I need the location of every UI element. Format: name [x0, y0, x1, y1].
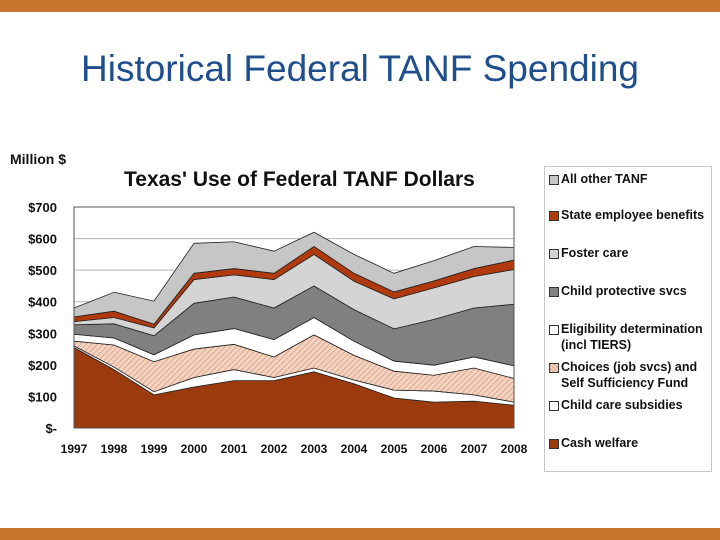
legend-swatch	[549, 287, 559, 297]
legend-swatch	[549, 211, 559, 221]
legend-swatch	[549, 363, 559, 373]
legend-label: Child care subsidies	[561, 398, 683, 412]
x-tick-label: 2007	[461, 442, 488, 456]
plot-frame	[73, 206, 515, 429]
x-tick-label: 2008	[501, 442, 528, 456]
x-tick-label: 2006	[421, 442, 448, 456]
y-tick-label: $700	[28, 200, 57, 215]
legend-label: Choices (job svcs) and Self Sufficiency …	[561, 360, 698, 390]
y-tick-label: $200	[28, 358, 57, 373]
legend-label: Foster care	[561, 246, 629, 260]
legend-swatch	[549, 325, 559, 335]
top-accent-bar	[0, 0, 720, 12]
y-tick-label: $500	[28, 263, 57, 278]
legend-swatch	[549, 439, 559, 449]
x-tick-label: 2000	[181, 442, 208, 456]
x-tick-label: 2003	[301, 442, 328, 456]
legend-label: State employee benefits	[561, 208, 705, 222]
legend-swatch	[549, 249, 559, 259]
bottom-accent-bar	[0, 528, 720, 540]
x-tick-label: 1998	[101, 442, 128, 456]
y-tick-label: $600	[28, 232, 57, 247]
x-tick-label: 2002	[261, 442, 288, 456]
x-tick-label: 2005	[381, 442, 408, 456]
x-tick-label: 2004	[341, 442, 368, 456]
y-tick-label: $400	[28, 295, 57, 310]
slide-title: Historical Federal TANF Spending	[81, 48, 639, 89]
x-tick-label: 2001	[221, 442, 248, 456]
legend-label: Child protective svcs	[561, 284, 687, 298]
legend-label: Cash welfare	[561, 436, 639, 450]
x-tick-label: 1999	[141, 442, 168, 456]
y-tick-label: $-	[45, 421, 57, 436]
legend-swatch	[549, 401, 559, 411]
y-axis-unit-label: Million $	[10, 151, 66, 167]
y-tick-label: $300	[28, 326, 57, 341]
x-tick-label: 1997	[61, 442, 88, 456]
chart-title: Texas' Use of Federal TANF Dollars	[124, 168, 475, 191]
legend-label: Eligibility determination (incl TIERS)	[561, 322, 703, 352]
legend-swatch	[549, 175, 559, 185]
y-tick-label: $100	[28, 389, 57, 404]
legend-label: All other TANF	[561, 172, 648, 186]
chart-legend: All other TANF State employee benefits Fos…	[544, 166, 712, 472]
